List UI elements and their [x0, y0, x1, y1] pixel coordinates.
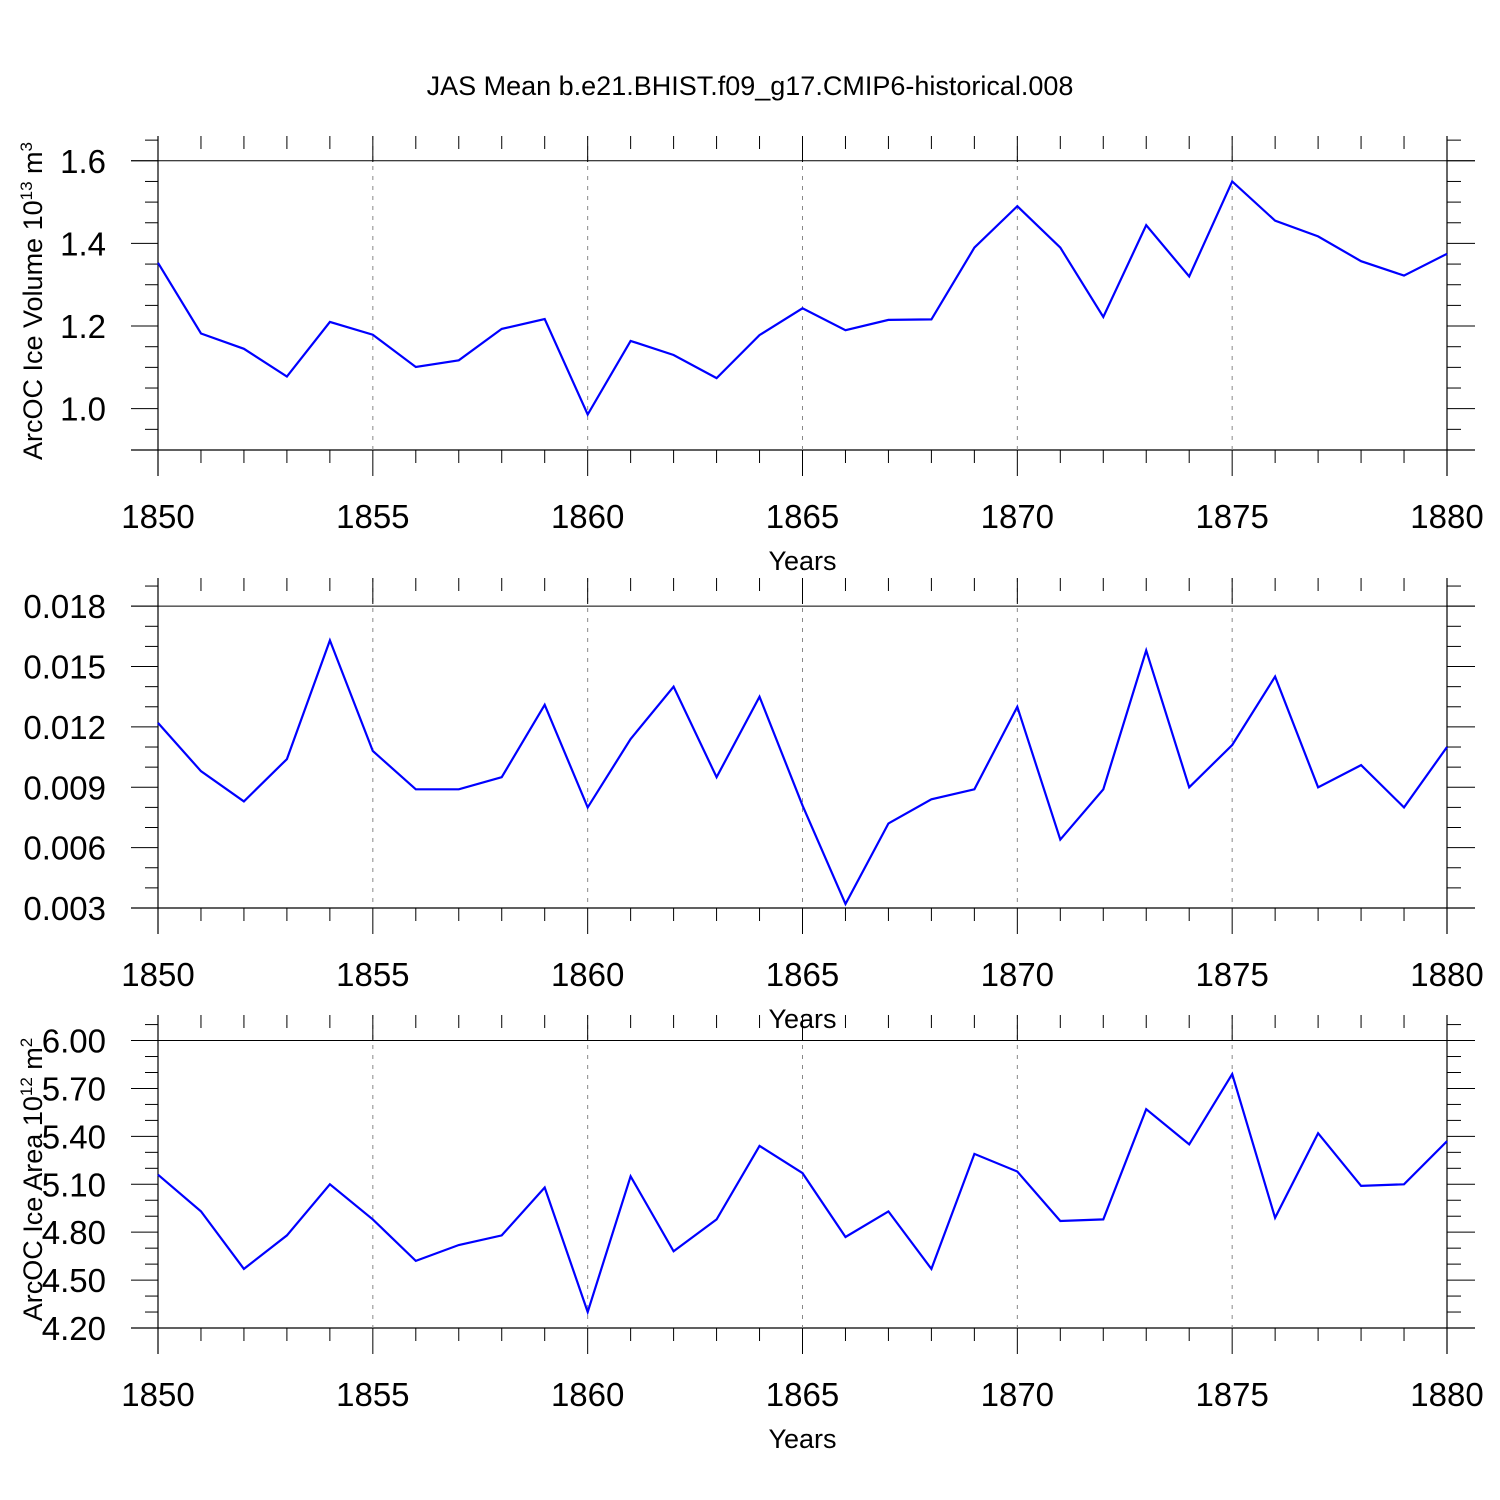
x-tick-label: 1880 — [1410, 498, 1483, 535]
y-tick-label: 1.0 — [60, 391, 106, 428]
x-tick-label: 1875 — [1195, 498, 1268, 535]
y-tick-label: 4.50 — [42, 1262, 106, 1299]
y-tick-label: 5.40 — [42, 1118, 106, 1155]
y-tick-label: 4.80 — [42, 1214, 106, 1251]
y-axis-label: ArcOC Ice Area 1012 m2 — [17, 1038, 48, 1322]
x-tick-label: 1850 — [121, 498, 194, 535]
series-line — [157, 1071, 1448, 1316]
y-tick-label: 5.10 — [42, 1166, 106, 1203]
y-axis-label: ArcOC Ice Volume 1013 m3 — [17, 142, 48, 460]
y-tick-label: 1.2 — [60, 308, 106, 345]
series-line — [157, 179, 1448, 417]
x-axis-label: Years — [768, 1424, 836, 1454]
x-tick-label: 1860 — [551, 498, 624, 535]
x-tick-label: 1875 — [1195, 956, 1268, 993]
y-tick-label: 0.006 — [23, 830, 106, 867]
x-tick-label: 1880 — [1410, 1376, 1483, 1413]
chart-title: JAS Mean b.e21.BHIST.f09_g17.CMIP6-histo… — [427, 71, 1074, 101]
y-tick-label: 5.70 — [42, 1070, 106, 1107]
x-tick-label: 1870 — [981, 498, 1054, 535]
x-tick-label: 1855 — [336, 498, 409, 535]
series-line — [157, 637, 1448, 907]
y-tick-label: 4.20 — [42, 1310, 106, 1347]
x-tick-label: 1850 — [121, 1376, 194, 1413]
x-tick-label: 1850 — [121, 956, 194, 993]
y-tick-label: 0.012 — [23, 709, 106, 746]
panel-middle: 1850 1855 1860 1865 1870 1875 1880 0.003 0.006 0.… — [23, 578, 1484, 1034]
x-tick-label: 1875 — [1195, 1376, 1268, 1413]
x-tick-label: 1865 — [766, 498, 839, 535]
panel-area: 1850 1855 1860 1865 1870 1875 1880 4.20 4.50 4.80… — [17, 1015, 1484, 1454]
x-tick-label: 1860 — [551, 956, 624, 993]
x-tick-label: 1870 — [981, 956, 1054, 993]
y-tick-label: 1.6 — [60, 143, 106, 180]
x-tick-label: 1855 — [336, 956, 409, 993]
x-tick-label: 1860 — [551, 1376, 624, 1413]
y-tick-label: 6.00 — [42, 1023, 106, 1060]
x-tick-label: 1865 — [766, 1376, 839, 1413]
x-tick-label: 1870 — [981, 1376, 1054, 1413]
x-tick-label: 1855 — [336, 1376, 409, 1413]
y-tick-label: 0.003 — [23, 890, 106, 927]
y-tick-label: 0.018 — [23, 588, 106, 625]
y-tick-label: 0.015 — [23, 649, 106, 686]
y-tick-label: 0.009 — [23, 769, 106, 806]
x-tick-label: 1865 — [766, 956, 839, 993]
panel-volume: 1850 1855 1860 1865 1870 1875 1880 1.0 1.2 1.4 1.6… — [17, 136, 1484, 576]
y-tick-label: 1.4 — [60, 225, 106, 262]
x-tick-label: 1880 — [1410, 956, 1483, 993]
x-axis-label: Years — [768, 546, 836, 576]
